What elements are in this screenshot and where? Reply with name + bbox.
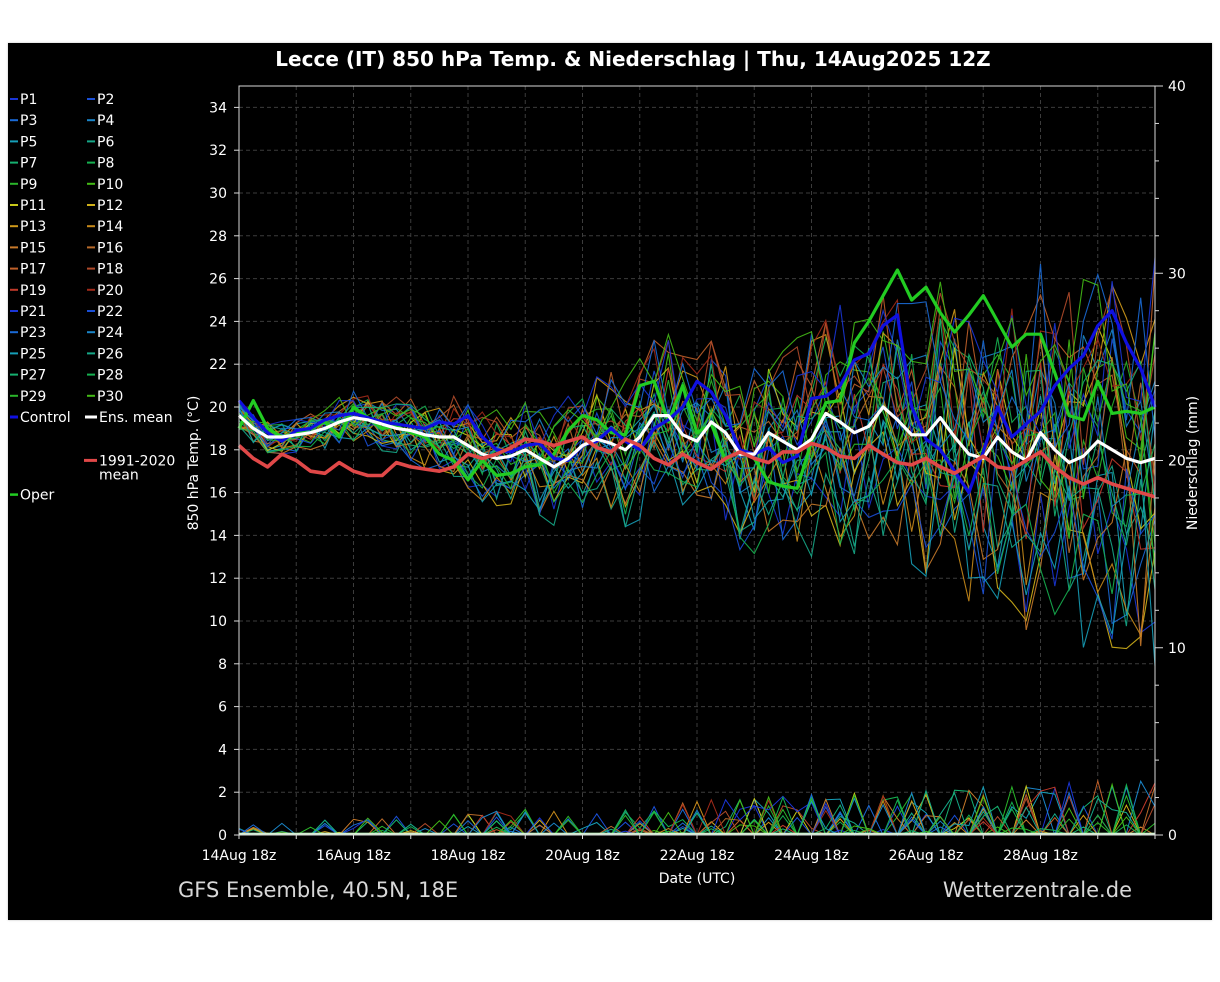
y-tick-label: 24 — [209, 314, 227, 330]
y-tick-label: 32 — [209, 143, 227, 159]
y-tick-label: 22 — [209, 357, 227, 373]
x-tick-label: 20Aug 18z — [545, 848, 620, 864]
y-tick-label: 10 — [209, 614, 227, 630]
y-tick-label: 20 — [209, 400, 227, 416]
legend-label: P21 — [20, 304, 46, 320]
legend-label: P19 — [20, 283, 46, 299]
legend-label: P10 — [97, 177, 123, 193]
member-line-p12 — [238, 414, 1156, 650]
member-line-p21 — [238, 257, 1156, 463]
legend-label: P24 — [97, 325, 123, 341]
legend-label: P23 — [20, 325, 46, 341]
legend-label: Ens. mean — [99, 410, 173, 426]
legend-label: P5 — [20, 134, 37, 150]
legend-label: P16 — [97, 240, 123, 256]
legend-label: P27 — [20, 368, 46, 384]
legend-label: P29 — [20, 389, 46, 405]
legend-label: P4 — [97, 113, 114, 129]
y2-tick-label: 40 — [1168, 79, 1186, 95]
legend-label: P7 — [20, 156, 37, 172]
legend-label: mean — [99, 467, 139, 483]
footer-source: Wetterzentrale.de — [943, 878, 1132, 902]
y-tick-label: 14 — [209, 528, 227, 544]
legend-label: P2 — [97, 92, 114, 108]
legend-label: P26 — [97, 346, 123, 362]
legend-label: P12 — [97, 198, 123, 214]
member-line-p29 — [238, 359, 1156, 572]
y-tick-label: 30 — [209, 186, 227, 202]
y-tick-label: 26 — [209, 272, 227, 288]
x-tick-label: 16Aug 18z — [316, 848, 391, 864]
member-line-p3 — [238, 414, 1156, 625]
member-line-p6 — [238, 408, 1156, 592]
legend-label: P3 — [20, 113, 37, 129]
x-tick-label: 24Aug 18z — [774, 848, 849, 864]
ensemble-chart: Lecce (IT) 850 hPa Temp. & Niederschlag … — [10, 47, 1201, 902]
legend-label: P15 — [20, 240, 46, 256]
y2-tick-label: 0 — [1168, 828, 1177, 844]
y-tick-label: 28 — [209, 229, 227, 245]
y2-axis-label: Niederschlag (mm) — [1185, 396, 1201, 530]
y-tick-label: 12 — [209, 571, 227, 587]
legend-label: Oper — [20, 488, 55, 504]
x-axis-label: Date (UTC) — [659, 871, 736, 887]
x-tick-label: 14Aug 18z — [202, 848, 277, 864]
x-tick-label: 28Aug 18z — [1003, 848, 1078, 864]
member-line-p27 — [238, 318, 1156, 517]
x-tick-label: 26Aug 18z — [889, 848, 964, 864]
x-tick-label: 22Aug 18z — [660, 848, 735, 864]
legend-label: P20 — [97, 283, 123, 299]
legend-label: P9 — [20, 177, 37, 193]
legend-label: P6 — [97, 134, 114, 150]
member-line-p20 — [238, 298, 1156, 495]
y-tick-label: 4 — [218, 742, 227, 758]
legend-label: P1 — [20, 92, 37, 108]
y-tick-label: 0 — [218, 828, 227, 844]
y-tick-label: 8 — [218, 657, 227, 673]
series-line-control — [237, 309, 1157, 495]
legend-label: P22 — [97, 304, 123, 320]
legend-label: P28 — [97, 368, 123, 384]
y-tick-label: 18 — [209, 443, 227, 459]
member-line-p28 — [238, 413, 1156, 616]
legend-label: P18 — [97, 262, 123, 278]
legend-label: P13 — [20, 219, 46, 235]
y2-tick-label: 20 — [1168, 454, 1186, 470]
series-line-ens-mean — [237, 405, 1156, 469]
chart-title: Lecce (IT) 850 hPa Temp. & Niederschlag … — [275, 47, 990, 71]
y2-tick-label: 30 — [1168, 266, 1186, 282]
legend-label: P14 — [97, 219, 123, 235]
member-line-p24 — [238, 354, 1156, 508]
y-tick-label: 2 — [218, 785, 227, 801]
y2-tick-label: 10 — [1168, 641, 1186, 657]
legend-label: 1991-2020 — [99, 453, 175, 469]
y-tick-label: 16 — [209, 486, 227, 502]
y-tick-label: 34 — [209, 100, 227, 116]
legend-label: P17 — [20, 262, 46, 278]
legend-label: P8 — [97, 156, 114, 172]
y-axis-label: 850 hPa Temp. (°C) — [186, 396, 202, 531]
x-tick-label: 18Aug 18z — [431, 848, 506, 864]
legend-label: P11 — [20, 198, 46, 214]
legend-label: Control — [20, 410, 71, 426]
legend-label: P30 — [97, 389, 123, 405]
member-line-p30 — [238, 278, 1156, 465]
chart-frame: Lecce (IT) 850 hPa Temp. & Niederschlag … — [8, 43, 1212, 920]
member-line-p25 — [238, 406, 1156, 666]
y-tick-label: 6 — [218, 700, 227, 716]
legend-label: P25 — [20, 346, 46, 362]
footer-model-info: GFS Ensemble, 40.5N, 18E — [178, 878, 458, 902]
series-line-1991-2020-mean — [237, 435, 1156, 499]
